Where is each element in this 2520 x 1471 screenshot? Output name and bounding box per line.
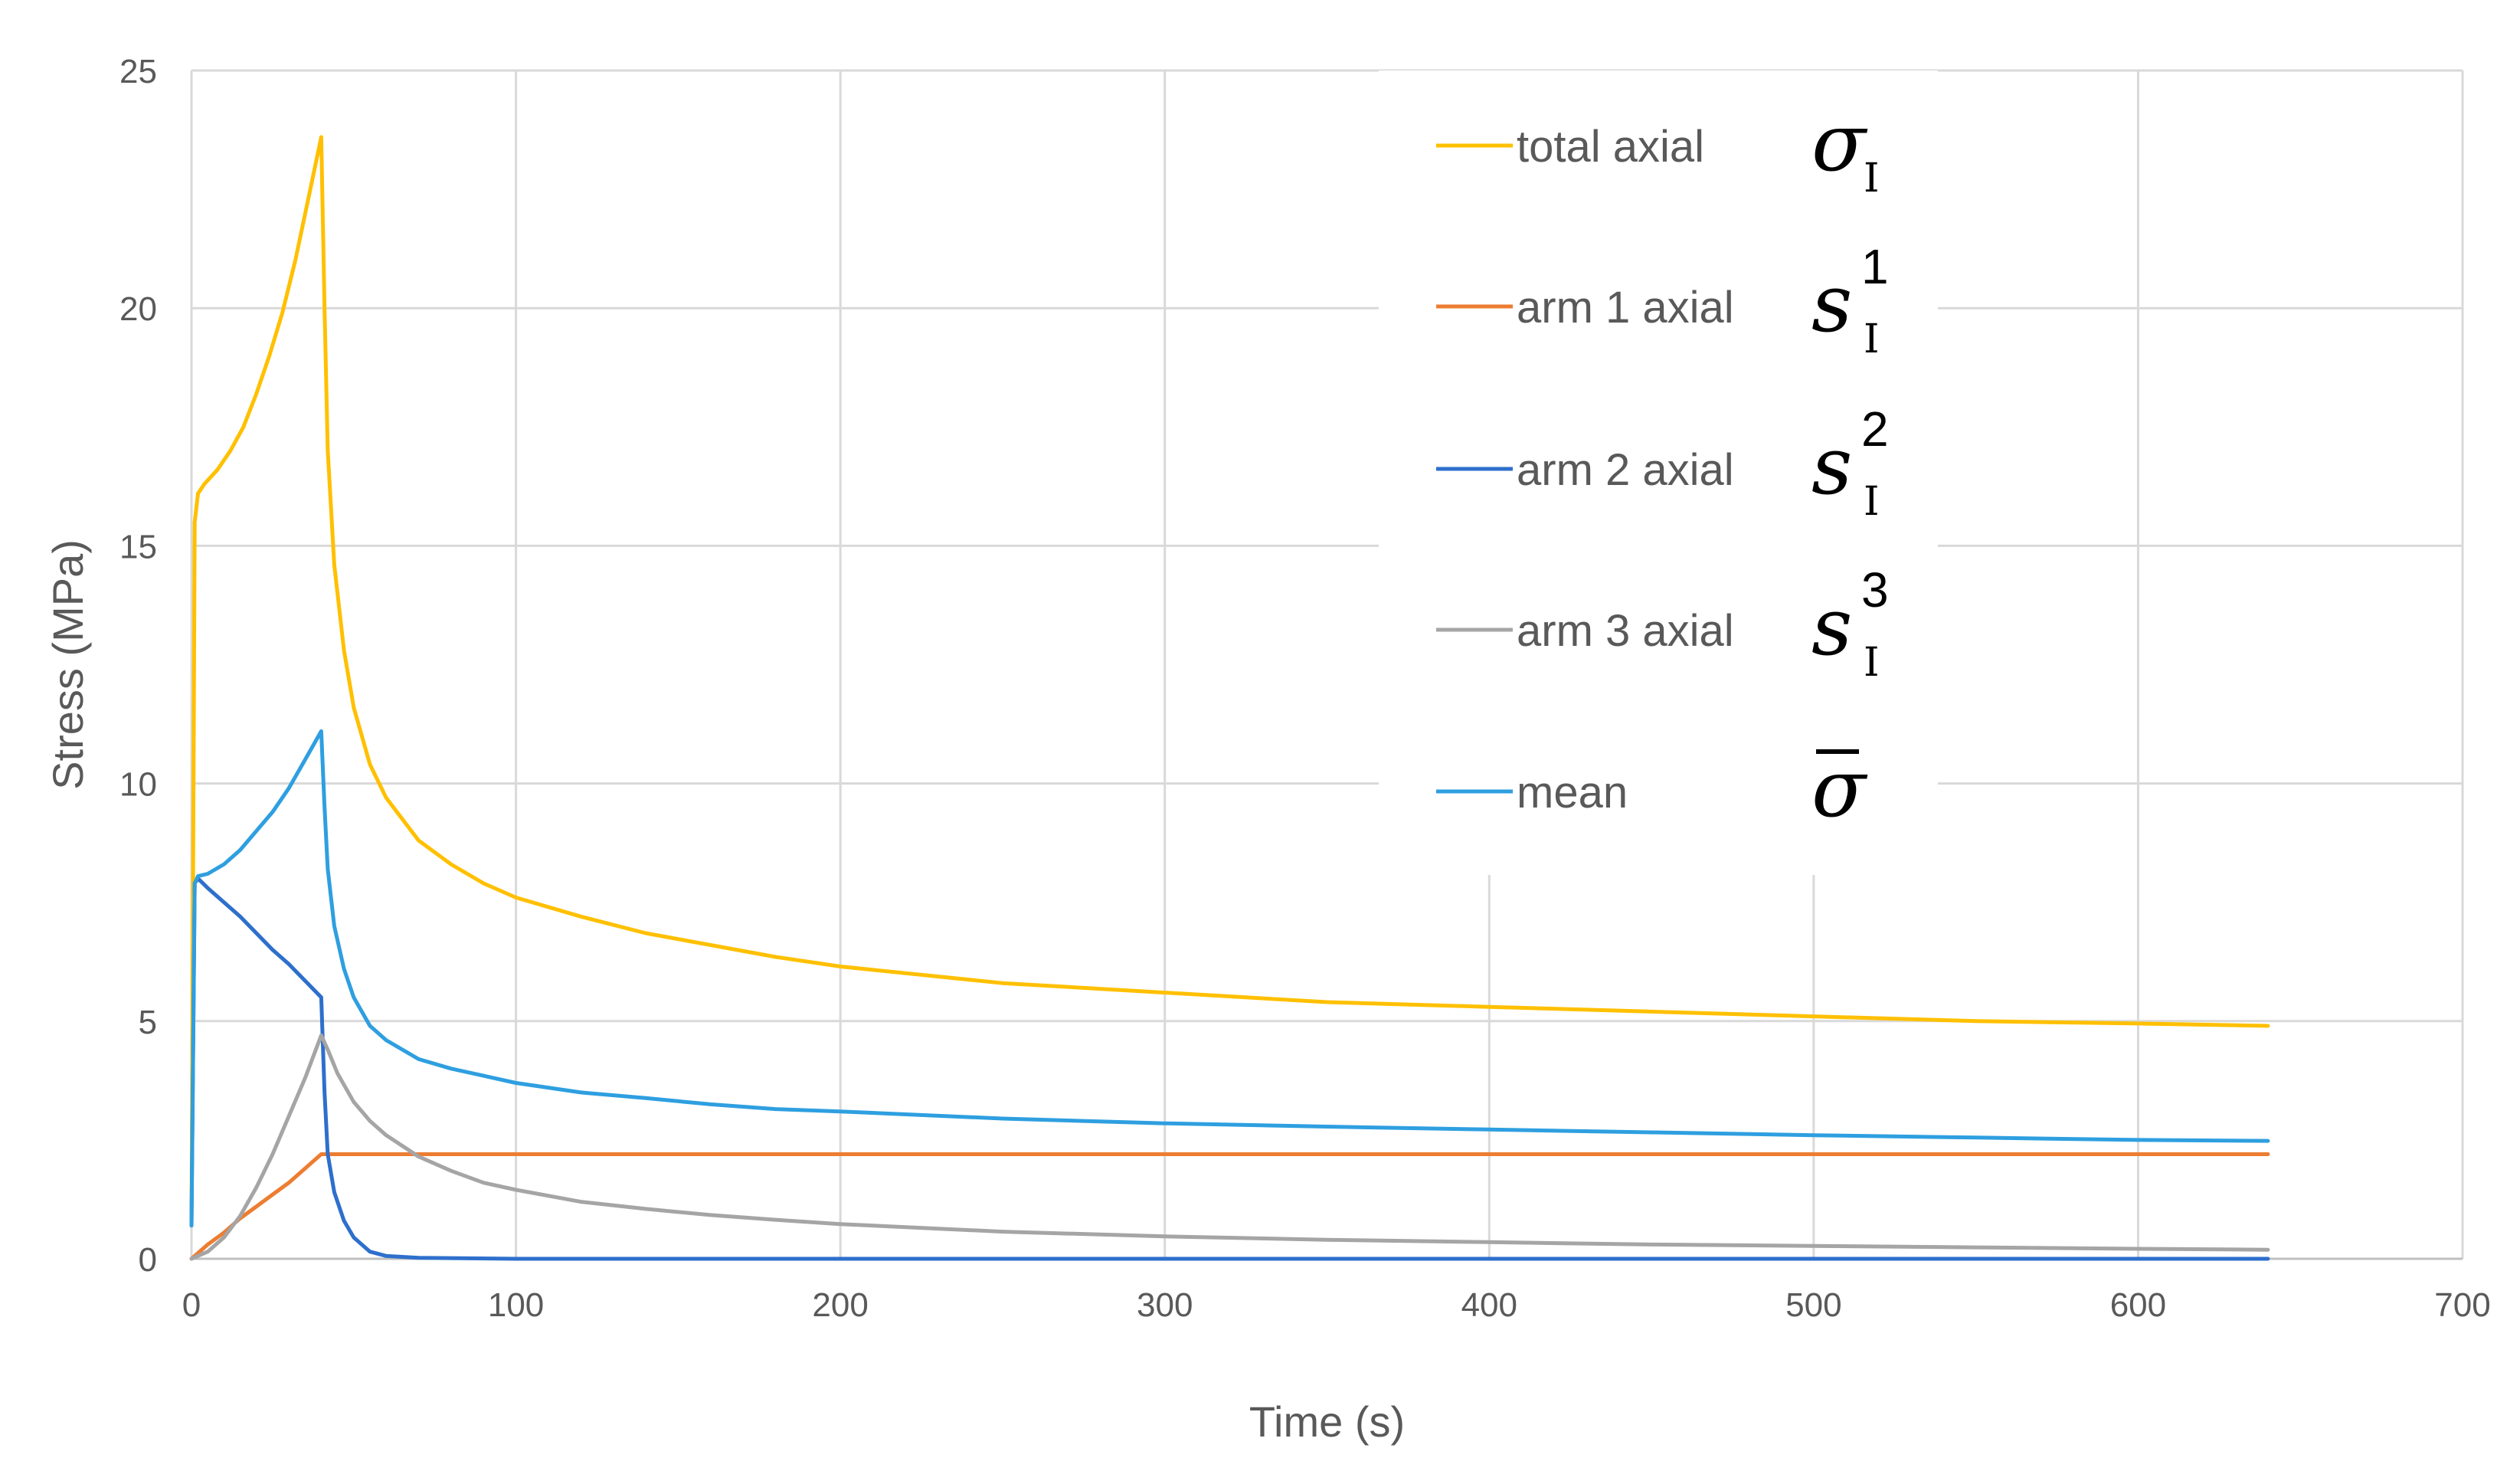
y-tick-label: 10 (119, 766, 157, 804)
legend-item-arm-3-axial: arm 3 axial s I 3 (1436, 562, 1889, 686)
legend-item-mean: mean σ (1436, 742, 1868, 835)
series-line-arm-1-axial (189, 1152, 2270, 1261)
legend-symbol: s (1811, 580, 1852, 673)
y-tick-label: 0 (139, 1241, 157, 1279)
legend-label: arm 1 axial (1517, 283, 1734, 333)
x-tick-label: 100 (488, 1286, 544, 1324)
legend-label: arm 3 axial (1517, 606, 1734, 656)
legend-item-arm-1-axial: arm 1 axial s I 1 (1436, 239, 1889, 362)
legend-symbol-subscript: I (1864, 479, 1880, 525)
series-line-total-axial (189, 135, 2270, 1228)
series-lines (189, 135, 2270, 1261)
x-axis-title: Time (s) (1249, 1397, 1405, 1446)
legend-symbol-subscript: I (1864, 156, 1880, 201)
x-tick-label: 500 (1785, 1286, 1841, 1324)
legend-symbol: σ (1811, 96, 1868, 189)
legend-symbol-subscript: I (1864, 316, 1880, 362)
legend-symbol: σ (1811, 742, 1868, 835)
legend-symbol: s (1811, 419, 1852, 513)
legend-item-total-axial: total axial σI (1436, 96, 1880, 201)
x-tick-label: 600 (2110, 1286, 2166, 1324)
series-line-arm-3-axial (189, 1033, 2270, 1261)
legend-label: total axial (1517, 122, 1704, 172)
y-tick-label: 20 (119, 290, 157, 328)
axes: 0 100 200 300 400 500 600 700 0 5 10 15 20 25 (119, 53, 2491, 1324)
legend-background-right (1808, 70, 1938, 875)
series-line-mean (189, 729, 2270, 1228)
x-tick-label: 200 (812, 1286, 868, 1324)
x-tick-label: 0 (182, 1286, 201, 1324)
legend-label: arm 2 axial (1517, 445, 1734, 495)
legend-symbol-superscript: 1 (1861, 239, 1889, 294)
legend-label: mean (1517, 768, 1628, 817)
series-line-arm-2-axial (189, 876, 2270, 1261)
gridlines (191, 69, 2464, 1259)
y-axis-title: Stress (MPa) (44, 539, 92, 790)
legend-symbol-superscript: 2 (1861, 401, 1889, 457)
legend-symbol: s (1811, 257, 1852, 350)
y-tick-label: 15 (119, 528, 157, 565)
y-tick-label: 25 (119, 53, 157, 90)
legend-item-arm-2-axial: arm 2 axial s I 2 (1436, 401, 1889, 525)
x-tick-label: 300 (1137, 1286, 1193, 1324)
y-tick-label: 5 (139, 1004, 157, 1041)
legend-symbol-subscript: I (1864, 640, 1880, 686)
legend-symbol-superscript: 3 (1861, 562, 1889, 618)
x-tick-label: 700 (2434, 1286, 2490, 1324)
x-tick-label: 400 (1461, 1286, 1517, 1324)
